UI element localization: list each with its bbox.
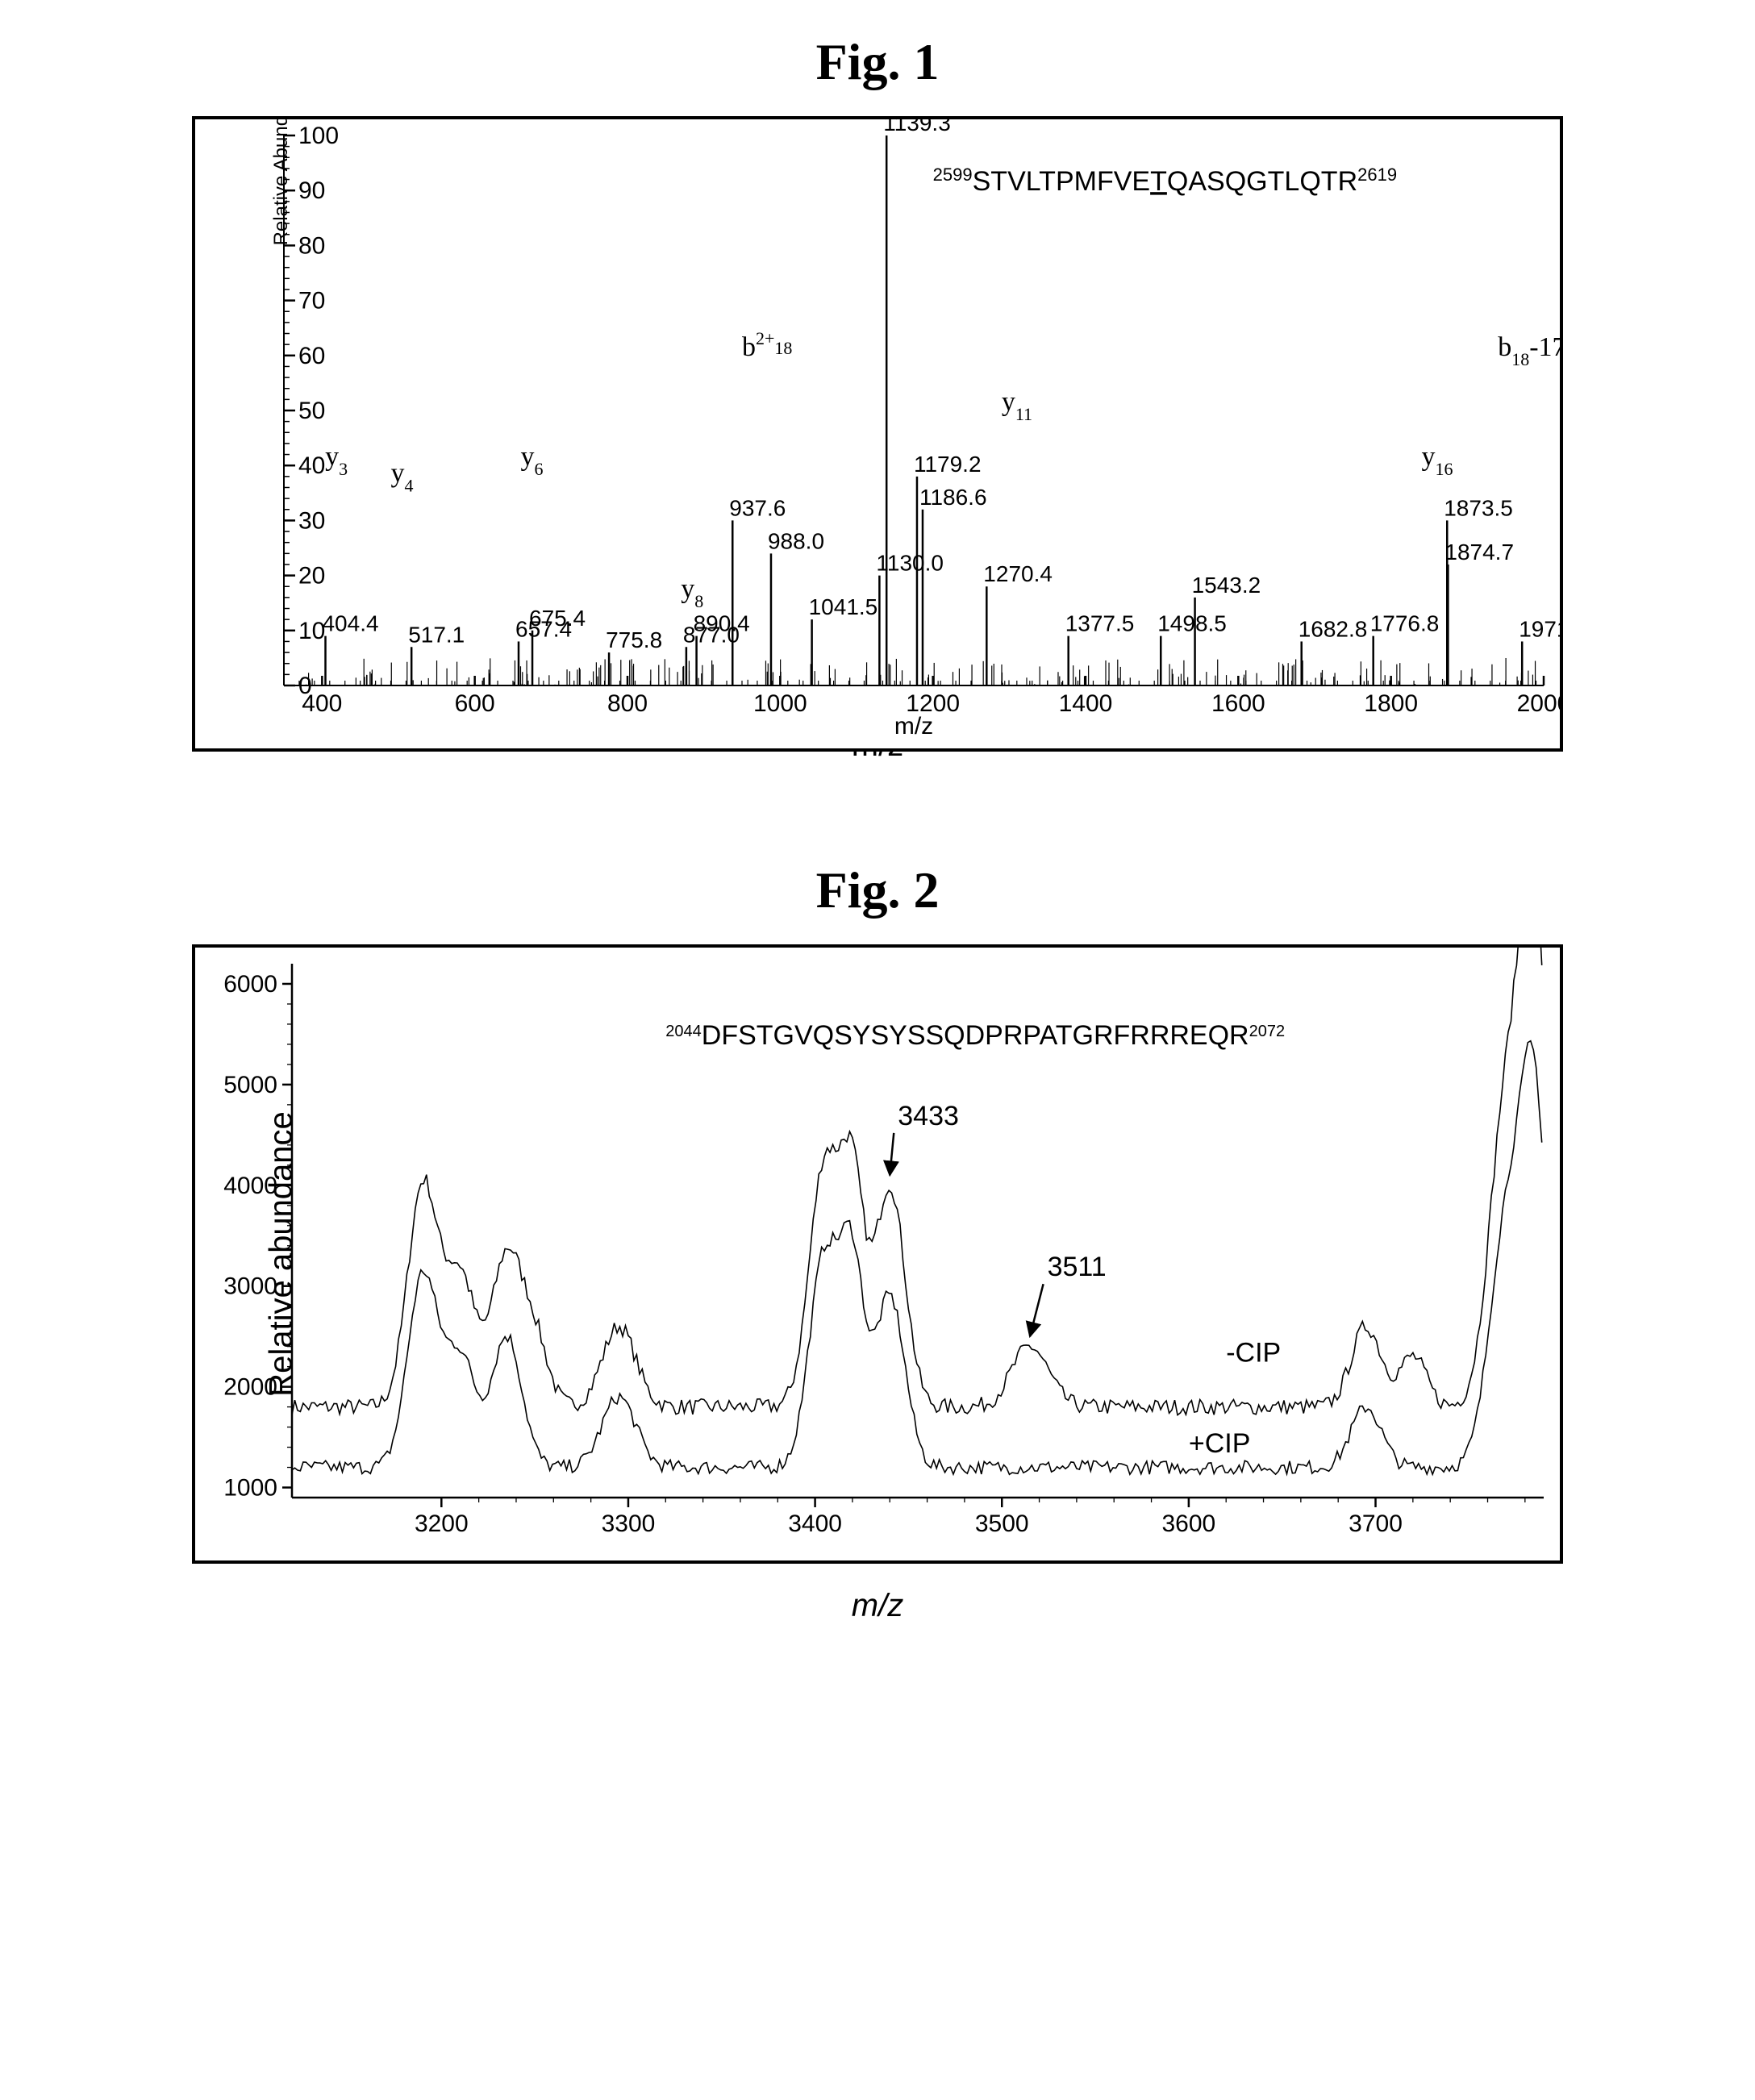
svg-text:y16: y16 <box>1422 442 1453 479</box>
svg-text:b18-17: b18-17 <box>1498 332 1560 369</box>
svg-text:890.4: 890.4 <box>694 611 750 636</box>
svg-text:y3: y3 <box>325 442 348 479</box>
svg-text:1186.6: 1186.6 <box>919 485 987 510</box>
svg-text:3300: 3300 <box>602 1510 656 1537</box>
figure-2-xlabel: m/z <box>192 1588 1563 1624</box>
svg-text:2599STVLTPMFVETQASQGTLQTR2619: 2599STVLTPMFVETQASQGTLQTR2619 <box>933 165 1397 197</box>
svg-text:100: 100 <box>298 123 339 149</box>
svg-text:90: 90 <box>298 177 325 204</box>
svg-text:2000: 2000 <box>1517 690 1560 717</box>
svg-text:40: 40 <box>298 452 325 479</box>
svg-text:937.6: 937.6 <box>729 495 786 520</box>
figure-1-svg: 0102030405060708090100Relative Abundance… <box>195 119 1560 742</box>
svg-text:675.4: 675.4 <box>529 606 586 631</box>
svg-text:1000: 1000 <box>753 690 807 717</box>
figure-1-title: Fig. 1 <box>192 32 1563 92</box>
svg-text:3200: 3200 <box>415 1510 469 1537</box>
svg-text:y8: y8 <box>681 574 703 611</box>
svg-text:1139.3: 1139.3 <box>883 119 951 135</box>
figure-1-chart: 0102030405060708090100Relative Abundance… <box>192 116 1563 752</box>
svg-text:988.0: 988.0 <box>768 528 824 553</box>
svg-text:6000: 6000 <box>223 971 277 998</box>
svg-text:1543.2: 1543.2 <box>1192 573 1261 598</box>
svg-text:1000: 1000 <box>223 1475 277 1502</box>
svg-text:1873.5: 1873.5 <box>1444 495 1513 520</box>
svg-text:y11: y11 <box>1002 387 1032 424</box>
figure-2-ylabel: Relative abundance <box>263 1111 299 1397</box>
svg-text:Relative Abundance: Relative Abundance <box>270 119 292 245</box>
svg-text:70: 70 <box>298 288 325 315</box>
svg-text:2044DFSTGVQSYSYSSQDPRPATGRFRRR: 2044DFSTGVQSYSYSSQDPRPATGRFRRREQR2072 <box>665 1020 1285 1051</box>
svg-text:404.4: 404.4 <box>322 611 378 636</box>
svg-text:3500: 3500 <box>975 1510 1029 1537</box>
svg-text:y4: y4 <box>391 459 414 496</box>
svg-text:3400: 3400 <box>788 1510 842 1537</box>
svg-text:30: 30 <box>298 507 325 534</box>
svg-text:20: 20 <box>298 563 325 590</box>
svg-text:1971.7: 1971.7 <box>1519 616 1560 641</box>
svg-text:5000: 5000 <box>223 1072 277 1098</box>
svg-text:1377.5: 1377.5 <box>1065 611 1135 636</box>
svg-text:60: 60 <box>298 343 325 369</box>
svg-text:600: 600 <box>455 690 495 717</box>
svg-text:y6: y6 <box>520 442 543 479</box>
figure-1: Fig. 1 0102030405060708090100Relative Ab… <box>192 32 1563 764</box>
figure-2: Fig. 2 Relative abundance 10002000300040… <box>192 860 1563 1624</box>
svg-text:1874.7: 1874.7 <box>1444 540 1514 565</box>
svg-text:3433: 3433 <box>898 1101 959 1131</box>
svg-text:1179.2: 1179.2 <box>914 452 982 477</box>
svg-text:m/z: m/z <box>894 713 933 740</box>
svg-text:775.8: 775.8 <box>606 627 662 652</box>
svg-text:400: 400 <box>302 690 342 717</box>
svg-text:1776.8: 1776.8 <box>1370 611 1440 636</box>
figure-2-title: Fig. 2 <box>192 860 1563 920</box>
svg-text:3600: 3600 <box>1162 1510 1216 1537</box>
svg-text:10: 10 <box>298 618 325 644</box>
svg-text:800: 800 <box>607 690 648 717</box>
svg-text:3511: 3511 <box>1048 1252 1107 1282</box>
svg-text:1041.5: 1041.5 <box>809 594 878 619</box>
svg-text:80: 80 <box>298 232 325 259</box>
svg-text:1800: 1800 <box>1364 690 1418 717</box>
svg-text:50: 50 <box>298 398 325 424</box>
svg-text:1600: 1600 <box>1211 690 1265 717</box>
svg-text:3700: 3700 <box>1349 1510 1403 1537</box>
figure-2-svg: 1000200030004000500060003200330034003500… <box>195 948 1560 1554</box>
svg-text:1682.8: 1682.8 <box>1299 616 1368 641</box>
svg-text:1498.5: 1498.5 <box>1157 611 1227 636</box>
svg-text:517.1: 517.1 <box>408 622 465 647</box>
svg-text:b2+18: b2+18 <box>742 328 792 362</box>
svg-text:1270.4: 1270.4 <box>983 561 1053 586</box>
svg-text:1400: 1400 <box>1059 690 1113 717</box>
svg-text:+CIP: +CIP <box>1189 1428 1251 1459</box>
svg-text:-CIP: -CIP <box>1226 1337 1281 1368</box>
figure-2-chart: Relative abundance 100020003000400050006… <box>192 944 1563 1564</box>
